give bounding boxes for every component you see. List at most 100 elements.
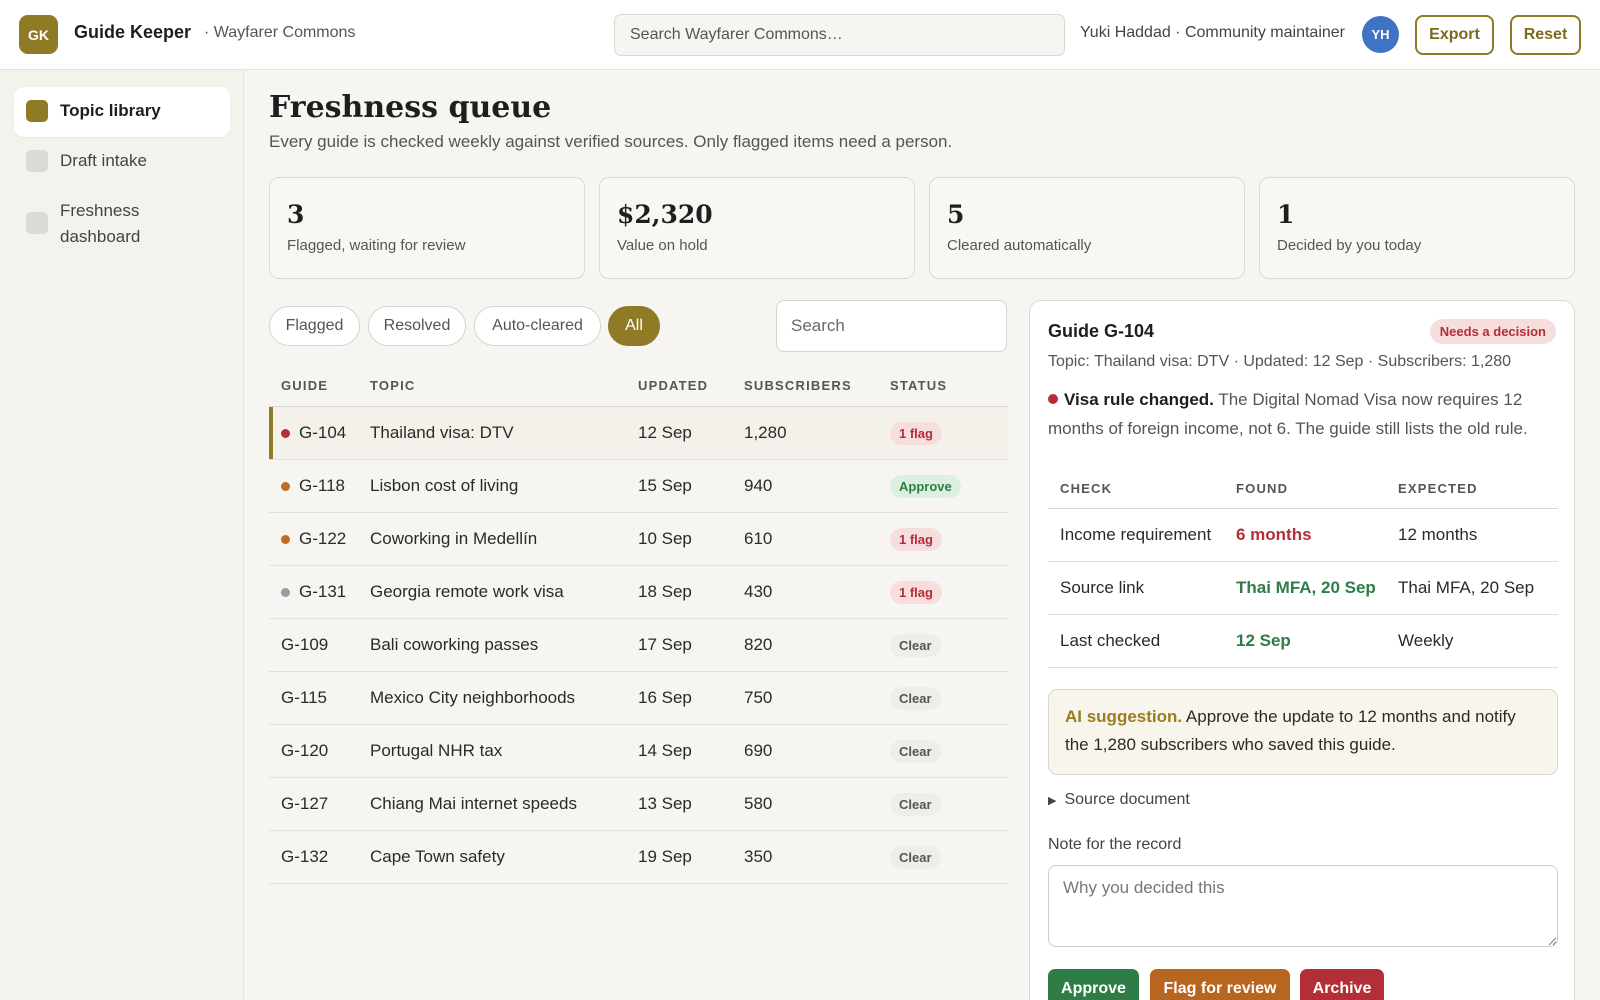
status-dot-icon: [281, 587, 290, 597]
avatar[interactable]: YH: [1362, 16, 1399, 53]
cell-guide: G-132: [269, 847, 370, 867]
checks-header: CHECK FOUND EXPECTED: [1048, 469, 1558, 509]
flag-for-review-button[interactable]: Flag for review: [1150, 969, 1290, 1000]
check-row: Source link Thai MFA, 20 Sep Thai MFA, 20 …: [1048, 562, 1558, 615]
cell-topic: Georgia remote work visa: [370, 582, 564, 601]
column-header-subscribers[interactable]: SUBSCRIBERS: [744, 378, 852, 393]
cell-status: Clear: [890, 792, 1008, 816]
table-row[interactable]: G-104 Thailand visa: DTV 12 Sep 1,280 1 flag: [269, 407, 1008, 460]
stat-label: Flagged, waiting for review: [287, 237, 466, 254]
table-row[interactable]: G-120 Portugal NHR tax 14 Sep 690 Clear: [269, 725, 1008, 778]
column-header-updated[interactable]: UPDATED: [638, 378, 709, 393]
app-logo: GK: [19, 15, 58, 54]
column-header-topic[interactable]: TOPIC: [370, 378, 416, 393]
ai-suggestion: AI suggestion. Approve the update to 12 …: [1048, 689, 1558, 775]
source-document-toggle[interactable]: ▶ Source document: [1048, 791, 1190, 809]
alert-title: Visa rule changed.: [1064, 390, 1214, 409]
cell-subscribers: 750: [744, 688, 773, 707]
sidebar-item-label: Freshness dashboard: [60, 201, 141, 246]
sidebar: Topic library Draft intake Freshness das…: [0, 70, 244, 1000]
top-bar: GK Guide Keeper · Wayfarer Commons Yuki …: [0, 0, 1600, 70]
cell-topic: Portugal NHR tax: [370, 741, 503, 760]
check-expected: 12 months: [1398, 525, 1478, 544]
cell-updated: 16 Sep: [638, 688, 692, 707]
table-row[interactable]: G-109 Bali coworking passes 17 Sep 820 Clear: [269, 619, 1008, 672]
cell-updated: 12 Sep: [638, 423, 692, 442]
cell-subscribers: 430: [744, 582, 773, 601]
cell-topic: Thailand visa: DTV: [370, 423, 514, 442]
guide-id: G-132: [281, 847, 329, 866]
queue-table: GUIDE TOPIC UPDATED SUBSCRIBERS STATUS G…: [269, 365, 1008, 884]
column-header-check: CHECK: [1060, 481, 1113, 496]
note-label: Note for the record: [1048, 836, 1182, 853]
status-badge: Clear: [890, 686, 941, 710]
ai-suggestion-label: AI suggestion.: [1065, 707, 1183, 726]
filter-flagged[interactable]: Flagged: [269, 306, 360, 346]
queue-search-input[interactable]: [776, 300, 1007, 352]
check-found: Thai MFA, 20 Sep: [1236, 578, 1376, 597]
check-found: 12 Sep: [1236, 631, 1291, 650]
cell-topic: Chiang Mai internet speeds: [370, 794, 577, 813]
sidebar-item-topic-library[interactable]: Topic library: [14, 87, 230, 137]
status-dot-icon: [281, 534, 290, 544]
cell-status: 1 flag: [890, 527, 1008, 551]
filter-auto-cleared[interactable]: Auto-cleared: [474, 306, 601, 346]
cell-status: Clear: [890, 633, 1008, 657]
stat-value: 5: [947, 200, 965, 229]
cell-guide: G-127: [269, 794, 370, 814]
table-header: GUIDE TOPIC UPDATED SUBSCRIBERS STATUS: [269, 365, 1008, 407]
export-button[interactable]: Export: [1415, 15, 1494, 55]
cell-subscribers: 820: [744, 635, 773, 654]
column-header-status[interactable]: STATUS: [890, 378, 948, 393]
cell-guide: G-115: [269, 688, 370, 708]
table-row[interactable]: G-115 Mexico City neighborhoods 16 Sep 750 C…: [269, 672, 1008, 725]
table-row[interactable]: G-132 Cape Town safety 19 Sep 350 Clear: [269, 831, 1008, 884]
cell-updated: 19 Sep: [638, 847, 692, 866]
user-label: Yuki Haddad · Community maintainer: [1080, 24, 1346, 41]
page-title: Freshness queue: [269, 90, 552, 125]
table-row[interactable]: G-122 Coworking in Medellín 10 Sep 610 1 fla…: [269, 513, 1008, 566]
guide-id: G-127: [281, 794, 329, 813]
check-name: Source link: [1060, 578, 1145, 597]
cell-topic: Lisbon cost of living: [370, 476, 519, 495]
cell-status: Clear: [890, 739, 1008, 763]
stat-value: 3: [287, 200, 305, 229]
filter-all[interactable]: All: [608, 306, 660, 346]
cell-guide: G-120: [269, 741, 370, 761]
column-header-guide[interactable]: GUIDE: [281, 378, 329, 393]
sidebar-item-draft-intake[interactable]: Draft intake: [14, 137, 230, 187]
table-row[interactable]: G-118 Lisbon cost of living 15 Sep 940 Appro…: [269, 460, 1008, 513]
cell-topic: Coworking in Medellín: [370, 529, 538, 548]
status-badge: Clear: [890, 633, 941, 657]
table-row[interactable]: G-127 Chiang Mai internet speeds 13 Sep 580…: [269, 778, 1008, 831]
archive-button[interactable]: Archive: [1300, 969, 1384, 1000]
approve-button[interactable]: Approve: [1048, 969, 1139, 1000]
note-field[interactable]: [1048, 865, 1558, 947]
cell-guide: G-109: [269, 635, 370, 655]
stat-label: Value on hold: [617, 237, 708, 254]
guide-id: G-115: [281, 688, 327, 707]
cell-subscribers: 350: [744, 847, 773, 866]
cell-updated: 14 Sep: [638, 741, 692, 760]
cell-updated: 15 Sep: [638, 476, 692, 495]
freshness-dashboard-icon: [26, 212, 48, 234]
status-dot-icon: [281, 428, 290, 438]
sidebar-item-freshness-dashboard[interactable]: Freshness dashboard: [14, 187, 230, 263]
cell-status: Clear: [890, 686, 1008, 710]
filter-resolved[interactable]: Resolved: [368, 306, 466, 346]
check-row: Last checked 12 Sep Weekly: [1048, 615, 1558, 668]
cell-updated: 17 Sep: [638, 635, 692, 654]
draft-intake-icon: [26, 150, 48, 172]
checks-table: CHECK FOUND EXPECTED Income requirement 6…: [1048, 469, 1558, 668]
cell-guide: G-118: [269, 476, 370, 496]
stat-label: Cleared automatically: [947, 237, 1092, 254]
alert-text: The Digital Nomad Visa now requires 12 m…: [1048, 390, 1528, 438]
sidebar-item-label: Draft intake: [60, 151, 147, 170]
guide-detail-panel: Guide G-104 Needs a decision Topic: Thai…: [1029, 300, 1575, 1000]
page-subtitle: Every guide is checked weekly against ve…: [269, 132, 953, 151]
change-alert: Visa rule changed. The Digital Nomad Vis…: [1048, 385, 1558, 443]
global-search-input[interactable]: [614, 14, 1065, 56]
table-row[interactable]: G-131 Georgia remote work visa 18 Sep 430 1 …: [269, 566, 1008, 619]
status-badge: 1 flag: [890, 580, 942, 604]
reset-button[interactable]: Reset: [1510, 15, 1581, 55]
